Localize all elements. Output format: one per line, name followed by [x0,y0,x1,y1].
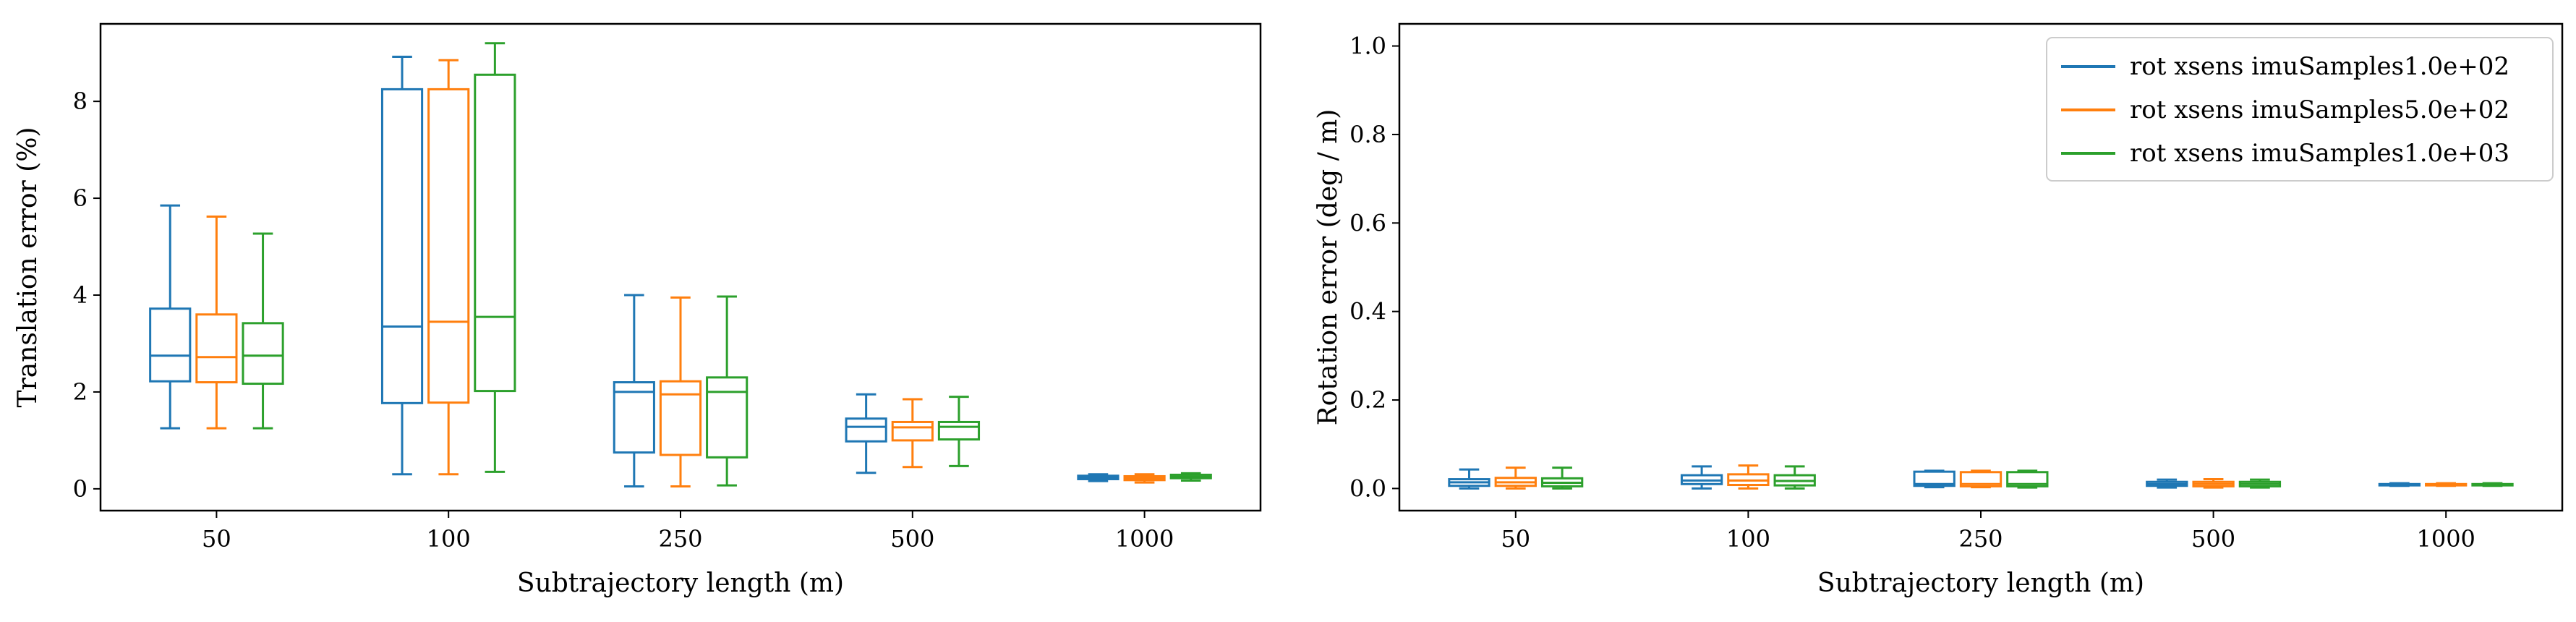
x-tick-label: 500 [2191,525,2235,553]
box-3-series-1 [1913,469,1956,489]
box-1-series-1 [149,204,192,430]
legend-box [2046,37,2554,182]
box-4-series-2 [891,398,934,469]
y-tick-label: 0.8 [1349,121,1386,148]
box-5-series-1 [2378,482,2421,487]
box-2-series-2 [1727,464,1770,490]
box-body [242,322,284,385]
box-5-series-3 [1169,472,1212,482]
x-tick-label: 50 [1501,525,1530,553]
x-tick-label: 50 [202,525,231,553]
box-2-series-3 [1773,465,1816,490]
y-tick-label: 0.6 [1349,209,1386,237]
box-4-series-2 [2192,478,2235,489]
y-axis-label: Rotation error (deg / m) [1313,109,1343,426]
y-tick-label: 4 [73,281,88,309]
x-tick-label: 100 [1726,525,1770,553]
box-4-series-1 [2146,478,2188,489]
box-3-series-2 [659,296,702,488]
box-1-series-1 [1448,468,1490,490]
legend-entry: rot xsens imuSamples1.0e+03 [2130,139,2509,168]
box-1-series-3 [242,232,284,430]
y-tick-label: 0.0 [1349,474,1386,502]
box-4-series-3 [937,396,981,467]
box-1-series-2 [1494,466,1537,490]
box-body [706,376,749,459]
box-3-series-2 [1959,469,2003,489]
box-body [427,88,470,404]
box-5-series-3 [2471,482,2514,487]
box-body [195,313,238,384]
box-body [380,88,424,404]
box-body [937,420,981,441]
box-4-series-3 [2238,478,2282,489]
box-4-series-1 [845,393,887,474]
y-tick-label: 0.2 [1349,386,1386,414]
plot-frame [99,22,1262,512]
box-body [659,380,702,456]
box-body [613,381,655,454]
x-tick-label: 1000 [2416,525,2475,553]
x-tick-label: 250 [658,525,702,553]
x-axis-label: Subtrajectory length (m) [1817,568,2144,598]
x-tick-label: 500 [890,525,934,553]
box-body [1959,471,2003,487]
y-tick-label: 6 [73,184,88,212]
box-3-series-3 [706,295,749,487]
y-tick-label: 2 [73,378,88,406]
box-2-series-1 [1680,465,1723,490]
box-body [1913,470,1956,487]
box-2-series-2 [427,59,470,476]
y-tick-label: 0 [73,475,88,503]
y-tick-label: 8 [73,88,88,115]
box-body [2006,471,2049,487]
x-axis-label: Subtrajectory length (m) [517,568,844,598]
y-tick-label: 0.4 [1349,298,1386,325]
legend: rot xsens imuSamples1.0e+02 rot xsens imu… [2046,37,2554,182]
box-2-series-3 [474,42,516,473]
box-body [891,420,934,442]
box-1-series-3 [1540,466,1584,490]
legend-entry: rot xsens imuSamples5.0e+02 [2130,95,2509,124]
y-axis-label: Translation error (%) [13,127,43,408]
box-3-series-3 [2006,469,2049,489]
x-tick-label: 250 [1958,525,2003,553]
box-body [845,417,887,443]
legend-entry: rot xsens imuSamples1.0e+02 [2130,52,2509,81]
box-5-series-2 [2425,482,2468,487]
y-tick-label: 1.0 [1349,33,1386,60]
box-3-series-1 [613,294,655,488]
box-1-series-2 [195,216,238,430]
chart-panel-1: 0 2 4 6 8 50 100 250 500 1000 Subtrajectory length… [13,22,1262,598]
box-5-series-1 [1077,473,1119,482]
x-tick-label: 100 [427,525,471,553]
plot-frame [1398,22,2564,512]
box-body [149,307,192,383]
x-tick-label: 1000 [1115,525,1174,553]
box-body [474,73,516,393]
box-5-series-2 [1123,473,1166,484]
box-2-series-1 [380,56,424,476]
chart-panel-2: 0.0 0.2 0.4 0.6 0.8 1.0 50 100 250 500 1000 Subtraj… [1313,22,2564,598]
